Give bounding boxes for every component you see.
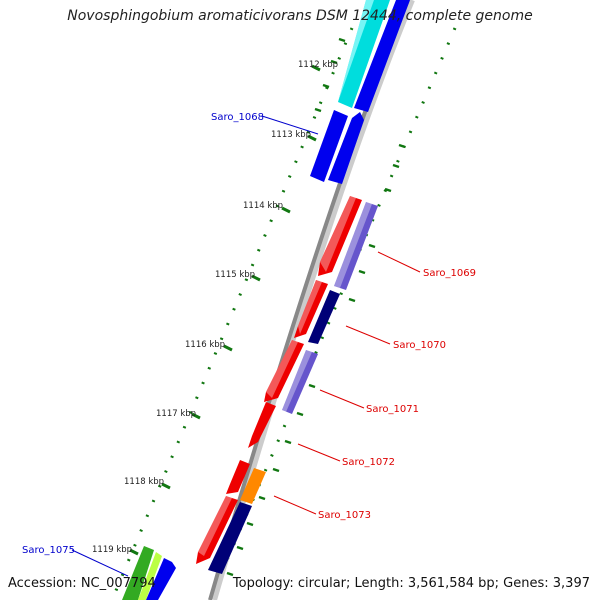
leader-saro-1071 <box>319 389 365 409</box>
gene-label-saro-1070[interactable]: Saro_1070 <box>393 340 446 351</box>
feature-green-bottom <box>122 546 154 600</box>
ruler-minor-tick <box>348 297 356 303</box>
feature-saro-1071-lav <box>282 350 318 414</box>
ruler-minor-tick <box>296 411 304 417</box>
ruler-label: 1119 kbp <box>92 545 132 555</box>
ruler-label: 1117 kbp <box>156 409 196 419</box>
feature-cyan-top-highlight <box>338 0 374 102</box>
ruler-major-tick <box>223 344 233 352</box>
leader-saro-1073 <box>273 495 317 515</box>
feature-saro-1068-b <box>328 112 364 184</box>
ruler-minor-tick <box>246 521 254 527</box>
ruler-major-tick <box>311 64 321 72</box>
feature-red-lower <box>196 496 238 564</box>
feature-saro-1071-red <box>264 340 304 402</box>
ruler-label: 1116 kbp <box>185 340 225 350</box>
feature-saro-1069-lav <box>334 202 378 290</box>
ruler-label: 1118 kbp <box>124 477 164 487</box>
ruler-minor-tick <box>284 439 292 445</box>
ruler-minor-tick <box>226 571 234 577</box>
leader-saro-1069 <box>377 251 421 273</box>
gene-label-saro-1072[interactable]: Saro_1072 <box>342 457 395 468</box>
ruler-major-tick <box>129 548 139 556</box>
feature-saro-1072-red <box>248 402 276 448</box>
feature-saro-1068-a <box>310 110 348 182</box>
ruler-major-tick <box>251 274 261 282</box>
gene-label-saro-1069[interactable]: Saro_1069 <box>423 268 476 279</box>
ruler-major-tick <box>191 412 201 420</box>
leader-saro-1070 <box>345 325 391 345</box>
ruler-label: 1113 kbp <box>271 130 311 140</box>
gene-labels: Saro_1068 Saro_1069 Saro_1070 Saro_1071 … <box>22 112 476 556</box>
leader-saro-1068 <box>261 115 319 135</box>
feature-saro-1070-navy <box>308 290 340 344</box>
ruler-minor-tick <box>384 187 392 193</box>
ruler-major-tick <box>307 134 317 142</box>
feature-orange <box>240 468 266 504</box>
gene-label-saro-1068[interactable]: Saro_1068 <box>211 112 264 123</box>
ruler-major-tick <box>161 482 171 490</box>
ruler-ticks <box>129 37 406 577</box>
gene-label-saro-1075[interactable]: Saro_1075 <box>22 545 75 556</box>
features <box>122 0 410 600</box>
ruler-minor-tick <box>308 383 316 389</box>
ruler-minor-tick <box>368 243 376 249</box>
ruler-minor-tick <box>338 37 346 43</box>
ruler-minor-tick <box>258 495 266 501</box>
accession-text: Accession: NC_007794 <box>8 576 156 591</box>
leader-saro-1075 <box>71 549 129 577</box>
ruler-minor-tick <box>392 163 400 169</box>
topology-summary: Topology: circular; Length: 3,561,584 bp… <box>232 576 590 591</box>
ruler-minor-tick <box>322 83 330 89</box>
feature-navy-lower <box>208 502 252 574</box>
ruler-label: 1112 kbp <box>298 60 338 70</box>
gene-label-saro-1073[interactable]: Saro_1073 <box>318 510 371 521</box>
ruler-minor-tick <box>272 467 280 473</box>
feature-cyan-top <box>338 0 390 108</box>
ruler-label: 1115 kbp <box>215 270 255 280</box>
ruler-minor-tick <box>330 59 338 65</box>
feature-blue-bottom <box>146 558 176 600</box>
ruler-minor-tick <box>236 545 244 551</box>
ruler-labels: 1112 kbp 1113 kbp 1114 kbp 1115 kbp 1116 kbp… <box>92 60 338 555</box>
genome-title: Novosphingobium aromaticivorans DSM 1244… <box>67 8 533 24</box>
ruler-label: 1114 kbp <box>243 201 283 211</box>
ruler-minor-tick <box>314 107 322 113</box>
ruler-minor-tick <box>358 269 366 275</box>
ruler-minor-tick <box>398 143 406 149</box>
ruler-major-tick <box>281 206 291 214</box>
leader-saro-1072 <box>297 443 341 462</box>
feature-saro-1070-red <box>294 280 328 338</box>
feature-saro-1069-red <box>318 196 362 276</box>
feature-green-light <box>138 552 162 600</box>
feature-saro-1073-red-a <box>226 460 250 494</box>
feature-blue-top <box>354 0 410 112</box>
leader-lines <box>71 115 421 577</box>
gene-label-saro-1071[interactable]: Saro_1071 <box>366 404 419 415</box>
